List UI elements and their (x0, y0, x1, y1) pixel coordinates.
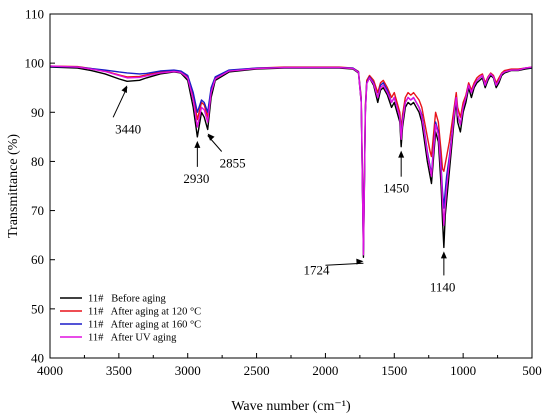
annotation-label: 1140 (430, 279, 456, 294)
annotation-label: 2855 (220, 155, 246, 170)
y-tick-label: 40 (31, 351, 44, 366)
annotation-arrow-head (121, 85, 128, 93)
x-axis-label: Wave number (cm⁻¹) (231, 399, 351, 414)
annotation-arrow-line (112, 87, 128, 118)
x-tick-label: 2500 (244, 363, 270, 378)
annotation-label: 1724 (303, 262, 330, 277)
annotation-arrow-head (440, 251, 447, 259)
axis-layer: 4000 3500 3000 2500 2000 1500 1000 500 40 50 60 70 8… (25, 7, 542, 379)
x-tick-label: 2000 (312, 363, 338, 378)
y-tick-label: 100 (25, 56, 45, 71)
annotation-arrow-head (398, 150, 405, 158)
annotation-label: 1450 (383, 181, 409, 196)
series-layer (49, 65, 533, 258)
series-line-2 (49, 65, 533, 244)
annotation-arrow-head (356, 258, 364, 265)
y-tick-label: 70 (31, 203, 44, 218)
x-tick-label: 3000 (175, 363, 201, 378)
y-tick-label: 110 (25, 7, 44, 22)
legend: 11# Before aging 11# After aging at 120 °… (60, 294, 201, 344)
annotation-label: 2930 (183, 171, 209, 186)
x-tick-label: 4000 (37, 363, 63, 378)
x-tick-label: 500 (522, 363, 542, 378)
legend-label: 11# After UV aging (88, 333, 177, 344)
legend-label: 11# After aging at 120 °C (88, 307, 201, 318)
x-tick-label: 3500 (106, 363, 132, 378)
y-axis-label: Transmittance (%) (6, 134, 21, 238)
series-line-1 (49, 66, 533, 258)
y-tick-label: 50 (31, 301, 44, 316)
annotation-arrow-head (194, 140, 201, 148)
series-line-3 (49, 65, 533, 251)
x-tick-label: 1000 (450, 363, 476, 378)
y-tick-label: 90 (31, 105, 44, 120)
series-line-4 (49, 65, 533, 256)
legend-label: 11# After aging at 160 °C (88, 320, 201, 331)
y-tick-label: 80 (31, 154, 44, 169)
annotation-layer: 3440 2930 2855 1724 1450 1140 (112, 85, 456, 294)
legend-label: 11# Before aging (88, 294, 167, 305)
y-tick-label: 60 (31, 252, 44, 267)
annotation-label: 3440 (115, 121, 141, 136)
annotation-arrow-head (207, 133, 215, 141)
x-tick-label: 1500 (381, 363, 407, 378)
